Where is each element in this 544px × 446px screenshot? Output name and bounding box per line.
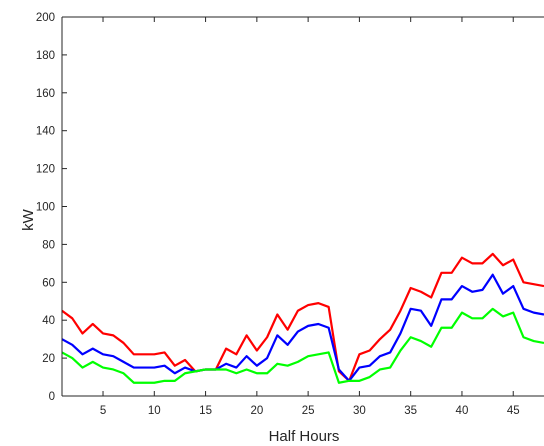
x-tick-label: 35 — [404, 405, 417, 417]
x-tick-label: 5 — [100, 405, 106, 417]
series-line-1 — [61, 252, 544, 382]
series-lines — [61, 252, 544, 384]
x-tick-label: 25 — [302, 405, 315, 417]
y-tick-label: 160 — [36, 88, 55, 100]
y-tick-label: 20 — [42, 353, 55, 365]
plot-area — [62, 17, 544, 396]
plot-background — [62, 17, 544, 396]
tick-labels: 0 20 40 60 80 100 120 140 160 180 200 5 10 15 20 25 30 35… — [36, 12, 520, 417]
x-tick-label: 20 — [250, 405, 263, 417]
series-line-3 — [61, 307, 544, 384]
y-tick-label: 120 — [36, 164, 55, 176]
axes — [61, 16, 544, 397]
x-tick-label: 30 — [353, 405, 366, 417]
x-tick-label: 45 — [507, 405, 520, 417]
y-tick-label: 40 — [42, 315, 55, 327]
y-tick-label: 60 — [42, 277, 55, 289]
y-tick-label: 140 — [36, 126, 55, 138]
y-tick-label: 180 — [36, 50, 55, 62]
series-line-2 — [61, 273, 544, 382]
y-axis-label: kW — [20, 208, 37, 231]
x-tick-label: 15 — [199, 405, 212, 417]
x-tick-label: 40 — [456, 405, 469, 417]
y-tick-label: 80 — [42, 239, 55, 251]
y-tick-label: 0 — [49, 391, 55, 403]
y-tick-label: 100 — [36, 202, 55, 214]
x-axis-label: Half Hours — [269, 428, 340, 445]
y-tick-label: 200 — [36, 12, 55, 24]
x-tick-label: 10 — [148, 405, 161, 417]
